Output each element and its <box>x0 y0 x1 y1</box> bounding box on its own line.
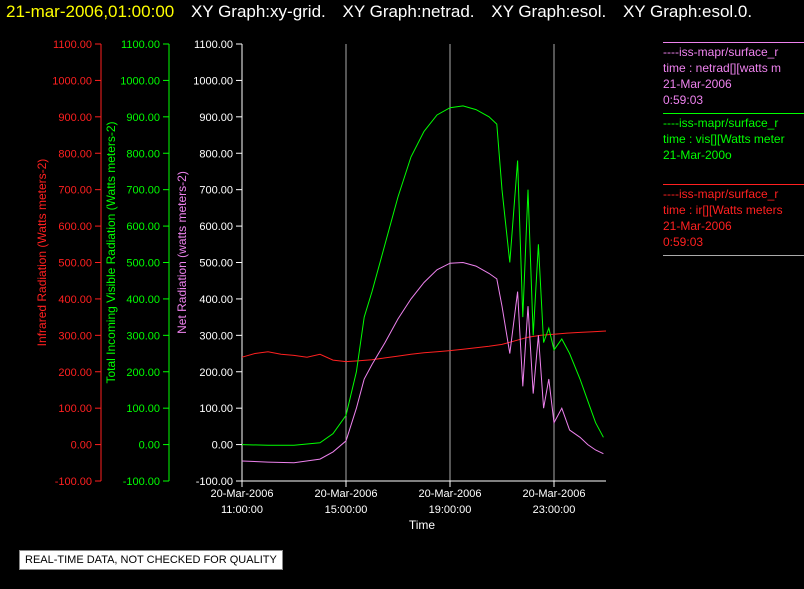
legend-netrad-source: ----iss-mapr/surface_r <box>663 45 779 59</box>
y-tick-label-vis-1: 0.00 <box>139 440 160 452</box>
y-tick-label-ir-3: 200.00 <box>58 367 92 379</box>
series-line-netrad <box>241 261 604 464</box>
y-tick-label-netrad-3: 200.00 <box>199 367 233 379</box>
legend-netrad-variable: time : netrad[][watts m <box>663 61 782 75</box>
x-tick-time-2: 19:00:00 <box>429 504 472 516</box>
graph-title-bar: 21-mar-2006,01:00:00 XY Graph:xy-grid. X… <box>6 2 764 24</box>
y-tick-label-ir-4: 300.00 <box>58 330 92 342</box>
title-graph-esol: XY Graph:esol. <box>491 2 607 21</box>
y-tick-label-netrad-2: 100.00 <box>199 403 233 415</box>
y-tick-label-ir-6: 500.00 <box>58 258 92 270</box>
y-tick-label-ir-8: 700.00 <box>58 185 92 197</box>
series-line-ir <box>241 330 607 363</box>
y-tick-label-netrad-12: 1100.00 <box>194 39 233 51</box>
legend-vis-date: 21-Mar-200o <box>663 148 732 162</box>
legend-netrad-date: 21-Mar-2006 <box>663 77 732 91</box>
legend-separator-ir <box>663 184 804 185</box>
x-axis-label: Time <box>409 518 436 532</box>
y-tick-label-ir-7: 600.00 <box>58 221 92 233</box>
y-axis-label-ir: Infrared Radiation (Watts meters-2) <box>35 159 49 347</box>
y-tick-label-netrad-8: 700.00 <box>199 185 233 197</box>
y-tick-label-netrad-10: 900.00 <box>199 112 233 124</box>
y-tick-label-vis-3: 200.00 <box>126 367 160 379</box>
y-tick-label-ir-2: 100.00 <box>58 403 92 415</box>
legend-netrad-time: 0:59:03 <box>663 93 704 107</box>
legend-separator-vis <box>663 113 804 114</box>
y-tick-label-netrad-9: 800.00 <box>199 148 233 160</box>
y-tick-label-vis-2: 100.00 <box>126 403 160 415</box>
x-tick-date-1: 20-Mar-2006 <box>315 488 378 500</box>
legend-vis-source: ----iss-mapr/surface_r <box>663 116 779 130</box>
y-tick-label-vis-7: 600.00 <box>126 221 160 233</box>
legend-separator-bottom <box>663 255 804 256</box>
y-tick-label-netrad-5: 400.00 <box>199 294 233 306</box>
y-tick-label-ir-12: 1100.00 <box>53 39 92 51</box>
title-graph-esol-0: XY Graph:esol.0. <box>622 2 753 21</box>
y-tick-label-vis-11: 1000.00 <box>120 75 160 87</box>
title-graph-xy-grid: XY Graph:xy-grid. <box>190 2 326 21</box>
y-axis-label-vis: Total Incoming Visible Radiation (Watts … <box>104 121 118 383</box>
legend-ir-variable: time : ir[][Watts meters <box>663 203 783 217</box>
x-tick-date-0: 20-Mar-2006 <box>211 488 274 500</box>
legend-ir-date: 21-Mar-2006 <box>663 219 732 233</box>
y-tick-label-netrad-6: 500.00 <box>199 258 233 270</box>
y-tick-label-vis-8: 700.00 <box>126 185 160 197</box>
y-tick-label-vis-0: -100.00 <box>123 476 160 488</box>
legend-separator-netrad <box>663 42 804 43</box>
legend-ir-source: ----iss-mapr/surface_r <box>663 187 779 201</box>
x-tick-time-1: 15:00:00 <box>325 504 368 516</box>
y-tick-label-netrad-11: 1000.00 <box>193 75 233 87</box>
y-tick-label-ir-5: 400.00 <box>58 294 92 306</box>
legend-entry-vis: ----iss-mapr/surface_r time : vis[][Watt… <box>663 115 785 163</box>
y-tick-label-netrad-7: 600.00 <box>199 221 233 233</box>
x-tick-time-0: 11:00:00 <box>221 504 263 516</box>
y-tick-label-vis-10: 900.00 <box>126 112 160 124</box>
title-timestamp: 21-mar-2006,01:00:00 <box>6 2 175 21</box>
y-tick-label-ir-9: 800.00 <box>58 148 92 160</box>
y-tick-label-vis-5: 400.00 <box>126 294 160 306</box>
title-graph-netrad: XY Graph:netrad. <box>342 2 475 21</box>
y-tick-label-ir-11: 1000.00 <box>52 75 92 87</box>
legend-entry-netrad: ----iss-mapr/surface_r time : netrad[][w… <box>663 44 781 108</box>
y-tick-label-netrad-4: 300.00 <box>199 330 233 342</box>
y-tick-label-ir-0: -100.00 <box>55 476 92 488</box>
legend-entry-ir: ----iss-mapr/surface_r time : ir[][Watts… <box>663 186 783 250</box>
series-line-vis <box>241 105 604 446</box>
y-tick-label-ir-10: 900.00 <box>58 112 92 124</box>
x-tick-time-3: 23:00:00 <box>533 504 576 516</box>
y-axis-label-netrad: Net Radiation (watts meters-2) <box>175 171 189 334</box>
legend-ir-time: 0:59:03 <box>663 235 704 249</box>
y-tick-label-vis-4: 300.00 <box>126 330 160 342</box>
x-tick-date-2: 20-Mar-2006 <box>419 488 482 500</box>
y-tick-label-ir-1: 0.00 <box>71 440 92 452</box>
y-tick-label-vis-6: 500.00 <box>126 258 160 270</box>
y-tick-label-vis-12: 1100.00 <box>121 39 160 51</box>
quality-warning-note: REAL-TIME DATA, NOT CHECKED FOR QUALITY <box>19 550 283 570</box>
x-tick-date-3: 20-Mar-2006 <box>523 488 586 500</box>
legend-vis-variable: time : vis[][Watts meter <box>663 132 785 146</box>
y-tick-label-netrad-1: 0.00 <box>212 440 233 452</box>
y-tick-label-vis-9: 800.00 <box>126 148 160 160</box>
y-tick-label-netrad-0: -100.00 <box>196 476 233 488</box>
